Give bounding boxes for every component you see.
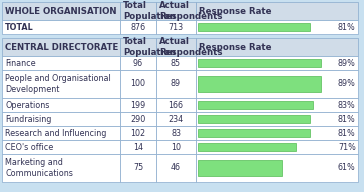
Text: 199: 199 bbox=[130, 100, 146, 109]
Text: 85: 85 bbox=[171, 59, 181, 68]
Bar bbox=[198, 23, 310, 31]
Bar bbox=[2, 56, 120, 70]
Text: 61%: 61% bbox=[338, 164, 356, 172]
Bar bbox=[156, 20, 196, 34]
Bar bbox=[2, 112, 120, 126]
Bar bbox=[198, 160, 282, 176]
Bar bbox=[120, 70, 156, 98]
Text: Research and Influencing: Research and Influencing bbox=[5, 128, 106, 137]
Text: 89%: 89% bbox=[338, 59, 356, 68]
Text: 89%: 89% bbox=[338, 79, 356, 89]
Text: People and Organisational
Development: People and Organisational Development bbox=[5, 74, 111, 94]
Text: 71%: 71% bbox=[338, 142, 356, 151]
Text: CENTRAL DIRECTORATE: CENTRAL DIRECTORATE bbox=[5, 42, 118, 51]
Bar bbox=[196, 38, 358, 56]
Bar bbox=[156, 126, 196, 140]
Text: 96: 96 bbox=[133, 59, 143, 68]
Bar bbox=[2, 70, 120, 98]
Text: Actual
Respondents: Actual Respondents bbox=[159, 37, 222, 56]
Text: 234: 234 bbox=[169, 114, 183, 123]
Bar bbox=[198, 76, 321, 92]
Text: 46: 46 bbox=[171, 164, 181, 172]
Bar bbox=[120, 98, 156, 112]
Text: 10: 10 bbox=[171, 142, 181, 151]
Bar bbox=[2, 98, 120, 112]
Bar bbox=[2, 126, 120, 140]
Bar bbox=[120, 2, 156, 20]
Bar bbox=[2, 140, 120, 154]
Bar bbox=[198, 143, 296, 151]
Bar bbox=[198, 115, 310, 123]
Bar bbox=[2, 38, 120, 56]
Bar bbox=[156, 56, 196, 70]
Bar bbox=[196, 126, 358, 140]
Text: 81%: 81% bbox=[338, 22, 356, 31]
Bar bbox=[120, 140, 156, 154]
Bar bbox=[120, 154, 156, 182]
Bar bbox=[120, 56, 156, 70]
Text: Total
Population: Total Population bbox=[123, 37, 176, 56]
Text: 102: 102 bbox=[130, 128, 146, 137]
Bar bbox=[196, 70, 358, 98]
Bar bbox=[2, 20, 120, 34]
Bar bbox=[156, 154, 196, 182]
Bar bbox=[2, 2, 120, 20]
Text: 81%: 81% bbox=[338, 128, 356, 137]
Bar bbox=[196, 154, 358, 182]
Bar bbox=[120, 20, 156, 34]
Text: Operations: Operations bbox=[5, 100, 50, 109]
Text: 81%: 81% bbox=[338, 114, 356, 123]
Bar bbox=[156, 70, 196, 98]
Bar bbox=[120, 126, 156, 140]
Bar bbox=[196, 140, 358, 154]
Bar bbox=[198, 129, 310, 137]
Text: 14: 14 bbox=[133, 142, 143, 151]
Text: 100: 100 bbox=[131, 79, 146, 89]
Text: CEO's office: CEO's office bbox=[5, 142, 53, 151]
Text: 89: 89 bbox=[171, 79, 181, 89]
Bar bbox=[120, 112, 156, 126]
Text: Total
Population: Total Population bbox=[123, 2, 176, 21]
Text: 713: 713 bbox=[169, 22, 183, 31]
Bar bbox=[198, 59, 321, 67]
Bar bbox=[156, 112, 196, 126]
Text: 290: 290 bbox=[130, 114, 146, 123]
Text: Response Rate: Response Rate bbox=[199, 42, 272, 51]
Bar bbox=[120, 38, 156, 56]
Text: 83%: 83% bbox=[338, 100, 356, 109]
Bar bbox=[156, 2, 196, 20]
Bar bbox=[156, 98, 196, 112]
Text: 166: 166 bbox=[169, 100, 183, 109]
Text: Actual
Respondents: Actual Respondents bbox=[159, 2, 222, 21]
Bar bbox=[196, 20, 358, 34]
Text: WHOLE ORGANISATION: WHOLE ORGANISATION bbox=[5, 7, 116, 16]
Bar bbox=[156, 38, 196, 56]
Bar bbox=[196, 2, 358, 20]
Text: 75: 75 bbox=[133, 164, 143, 172]
Bar bbox=[2, 154, 120, 182]
Text: Response Rate: Response Rate bbox=[199, 7, 272, 16]
Bar bbox=[156, 140, 196, 154]
Text: Finance: Finance bbox=[5, 59, 36, 68]
Text: Fundraising: Fundraising bbox=[5, 114, 51, 123]
Bar bbox=[196, 56, 358, 70]
Text: TOTAL: TOTAL bbox=[5, 22, 34, 31]
Bar bbox=[196, 98, 358, 112]
Text: 83: 83 bbox=[171, 128, 181, 137]
Bar bbox=[196, 112, 358, 126]
Text: Marketing and
Communications: Marketing and Communications bbox=[5, 158, 73, 178]
Text: 876: 876 bbox=[130, 22, 146, 31]
Bar bbox=[198, 101, 313, 109]
